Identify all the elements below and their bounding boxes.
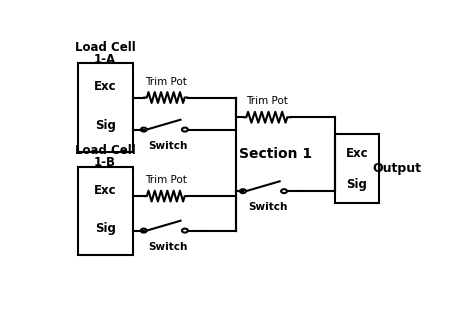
Text: Trim Pot: Trim Pot <box>145 76 187 86</box>
Text: Load Cell: Load Cell <box>75 144 136 157</box>
Text: Sig: Sig <box>346 178 367 191</box>
Bar <box>78 63 133 152</box>
Text: 1-B: 1-B <box>94 156 116 169</box>
Text: Output: Output <box>373 163 422 175</box>
Text: Sig: Sig <box>95 222 116 235</box>
Bar <box>78 166 133 255</box>
Text: Exc: Exc <box>94 184 117 197</box>
Text: Sig: Sig <box>95 119 116 132</box>
Text: Load Cell: Load Cell <box>75 41 136 53</box>
Text: Section 1: Section 1 <box>239 147 312 161</box>
Text: Exc: Exc <box>346 147 368 160</box>
Bar <box>335 134 379 204</box>
Text: Switch: Switch <box>149 140 188 151</box>
Text: Switch: Switch <box>149 242 188 252</box>
Text: Trim Pot: Trim Pot <box>246 96 288 106</box>
Text: Trim Pot: Trim Pot <box>145 175 187 185</box>
Text: Exc: Exc <box>94 81 117 93</box>
Text: Switch: Switch <box>248 202 287 212</box>
Text: 1-A: 1-A <box>94 53 116 66</box>
